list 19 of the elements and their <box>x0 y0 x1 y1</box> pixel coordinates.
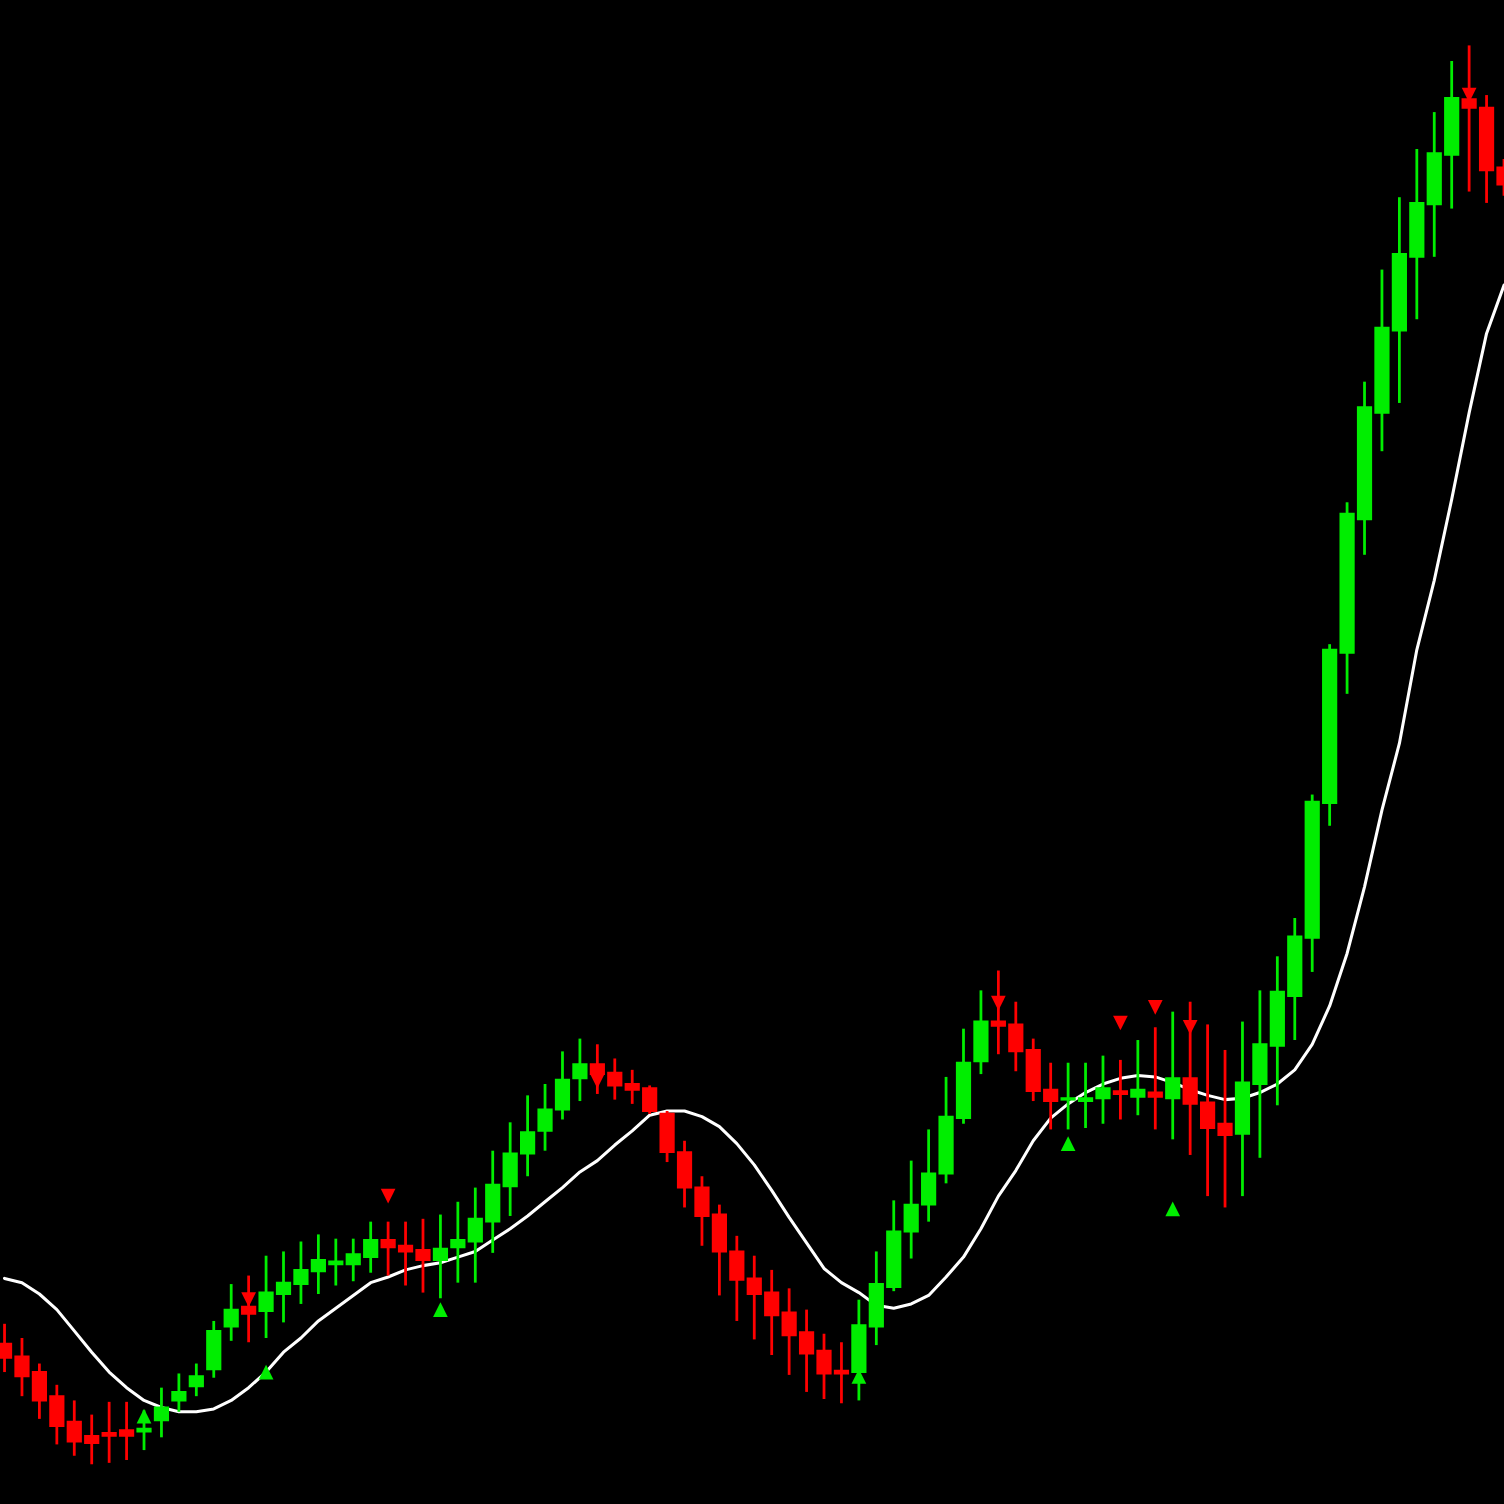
candlestick <box>206 1319 222 1380</box>
candlestick <box>572 1037 588 1103</box>
point <box>1060 1136 1076 1151</box>
candlestick <box>153 1386 170 1439</box>
point <box>1147 1000 1163 1015</box>
candlestick <box>171 1372 187 1414</box>
candlestick <box>188 1362 204 1398</box>
candlestick <box>1147 1025 1163 1131</box>
candlestick <box>223 1282 239 1343</box>
point <box>433 1302 448 1317</box>
candlestick <box>432 1213 449 1300</box>
point <box>1113 1015 1128 1031</box>
point <box>1165 1201 1181 1217</box>
point <box>258 1364 274 1380</box>
candlestick <box>1130 1038 1146 1117</box>
point <box>380 1188 396 1204</box>
candlestick <box>973 988 989 1076</box>
candlestick <box>1165 1010 1181 1141</box>
candlestick <box>1112 1058 1129 1121</box>
